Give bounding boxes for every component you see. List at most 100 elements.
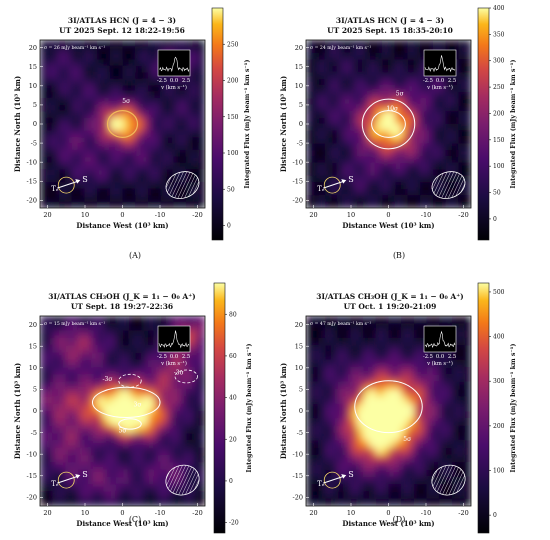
heatmap-cell [154, 447, 162, 456]
heatmap-cell [445, 498, 453, 506]
heatmap-cell [401, 403, 409, 412]
heatmap-cell [420, 374, 428, 383]
heatmap-cell [375, 169, 383, 177]
heatmap-cell [318, 337, 326, 346]
heatmap-cell [331, 201, 339, 208]
heatmap-cell [46, 374, 54, 383]
heatmap-cell [147, 169, 155, 177]
heatmap-cell [375, 162, 383, 170]
heatmap-cell [78, 440, 86, 449]
heatmap-cell [458, 440, 466, 449]
heatmap-cell [84, 149, 92, 157]
heatmap-cell [413, 175, 421, 183]
colorbar-tick-label: 350 [493, 31, 505, 38]
spectrum-line [424, 330, 456, 348]
heatmap-cell [394, 476, 402, 485]
heatmap-cell [71, 316, 79, 324]
heatmap-cell [173, 143, 181, 151]
heatmap-cell [439, 403, 447, 412]
heatmap-cell [65, 162, 73, 170]
heatmap-cell [97, 454, 105, 463]
position-circle [57, 176, 75, 194]
heatmap-cell [331, 182, 339, 190]
inset-spectrum: -2.5 0.0 2.5v (km s⁻¹) [157, 325, 191, 367]
heatmap-cell [394, 491, 402, 500]
heatmap-cell [103, 40, 111, 48]
heatmap-cell [84, 195, 92, 203]
heatmap-cell [65, 432, 73, 441]
heatmap-cell [160, 396, 168, 405]
heatmap-cell [135, 396, 143, 405]
heatmap-cell [312, 425, 320, 434]
heatmap-cell [420, 498, 428, 506]
heatmap-cell [192, 78, 200, 86]
y-tick-label: -15 [293, 177, 303, 185]
x-axis-label: Distance West (10³ km) [342, 519, 434, 528]
heatmap-cell [84, 130, 92, 138]
heatmap-cell [388, 195, 396, 203]
heatmap-cell [198, 78, 205, 86]
heatmap-cell [464, 117, 471, 125]
heatmap-cell [59, 462, 66, 471]
heatmap-cell [401, 72, 409, 80]
sun-arrow-head [341, 179, 347, 184]
heatmap-cell [71, 130, 79, 138]
heatmap-cell [103, 462, 111, 471]
heatmap-cell [337, 104, 345, 112]
heatmap-cell [128, 59, 136, 67]
heatmap-cell [325, 72, 332, 80]
heatmap-cell [363, 484, 371, 492]
y-tick-label: 10 [295, 364, 303, 372]
heatmap-cell [198, 149, 205, 157]
heatmap-cell [458, 337, 466, 346]
heatmap-cell [344, 367, 352, 376]
heatmap-cell [192, 389, 200, 397]
heatmap-cell [331, 367, 339, 376]
heatmap-cell [40, 389, 47, 397]
heatmap-cell [90, 65, 98, 73]
heatmap-cell [318, 169, 326, 177]
heatmap-cell [166, 403, 174, 412]
heatmap-cell [394, 40, 402, 48]
heatmap-cell [109, 65, 117, 73]
heatmap-cell [458, 91, 466, 99]
y-axis-label: Distance North (10³ km) [279, 363, 288, 459]
heatmap-cell [375, 59, 383, 67]
heatmap-cell [128, 389, 136, 397]
heatmap-cell [90, 78, 98, 86]
heatmap-field [306, 316, 471, 506]
heatmap-cell [109, 469, 117, 478]
heatmap-cell [445, 374, 453, 383]
heatmap-cell [401, 65, 409, 73]
heatmap-cell [420, 389, 428, 397]
heatmap-cell [464, 130, 471, 138]
heatmap-cell [109, 491, 117, 500]
heatmap-cell [192, 124, 200, 132]
heatmap-cell [401, 396, 409, 405]
heatmap-cell [413, 72, 421, 80]
heatmap-cell [173, 367, 181, 376]
heatmap-cell [160, 91, 168, 99]
heatmap-cell [426, 188, 434, 196]
heatmap-cell [71, 46, 79, 54]
heatmap-cell [458, 201, 466, 208]
heatmap-cell [312, 462, 320, 471]
heatmap-cell [375, 156, 383, 164]
heatmap-cell [65, 337, 73, 346]
heatmap-cell [78, 411, 86, 419]
heatmap-cell [464, 462, 471, 471]
heatmap-cell [350, 418, 358, 427]
heatmap-cell [382, 78, 390, 86]
heatmap-cell [356, 195, 364, 203]
heatmap-cell [375, 195, 383, 203]
heatmap-cell [318, 462, 326, 471]
inset-tick: 0.0 [436, 78, 444, 84]
heatmap-cell [375, 91, 383, 99]
heatmap-cell [369, 418, 377, 427]
heatmap-cell [356, 484, 364, 492]
heatmap-cell [356, 98, 364, 106]
heatmap-cell [84, 352, 92, 361]
heatmap-cell [356, 104, 364, 112]
heatmap-cell [375, 403, 383, 412]
position-circle [57, 471, 75, 489]
